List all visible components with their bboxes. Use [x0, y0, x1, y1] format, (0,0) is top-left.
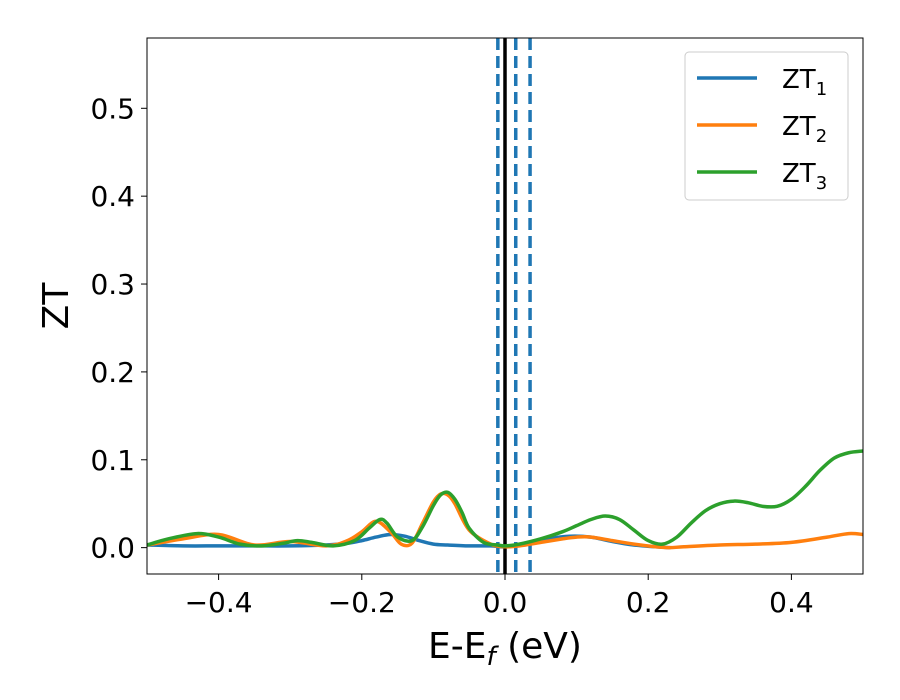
legend-label-1: ZT1 [782, 65, 827, 100]
vertical-reference-lines [496, 38, 532, 574]
x-tick-label: 0.2 [626, 586, 671, 619]
legend-label-3: ZT3 [782, 159, 827, 194]
legend: ZT1 ZT2 ZT3 [684, 51, 849, 201]
series-line-3 [147, 449, 863, 548]
y-tick-label: 0.2 [90, 356, 135, 389]
y-tick-label: 0.1 [90, 444, 135, 477]
series-lines [147, 449, 863, 550]
x-axis-ticks: −0.4 −0.2 0.0 0.2 0.4 [185, 574, 814, 619]
legend-box [684, 51, 849, 201]
y-tick-label: 0.3 [90, 268, 135, 301]
x-tick-label: −0.4 [185, 586, 253, 619]
y-tick-label: 0.5 [90, 92, 135, 125]
x-axis-title: E-Ef (eV) [428, 626, 582, 672]
x-tick-label: 0.0 [483, 586, 528, 619]
y-tick-label: 0.4 [90, 180, 135, 213]
y-tick-label: 0.0 [90, 532, 135, 565]
legend-label-2: ZT2 [782, 112, 827, 147]
y-axis-title: ZT [36, 282, 77, 330]
x-tick-label: 0.4 [769, 586, 814, 619]
y-axis-ticks: 0.0 0.1 0.2 0.3 0.4 0.5 [90, 92, 147, 565]
x-tick-label: −0.2 [328, 586, 396, 619]
svg-text:E-Ef (eV): E-Ef (eV) [428, 626, 582, 672]
